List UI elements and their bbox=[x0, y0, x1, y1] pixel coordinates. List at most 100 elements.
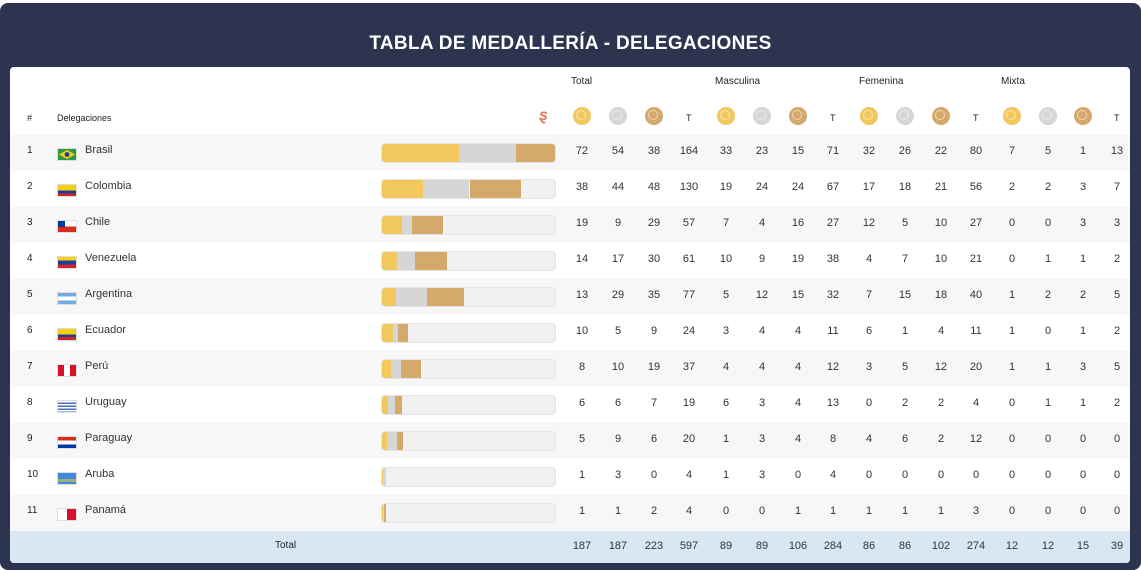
masculina-silver-cell: 0 bbox=[758, 505, 766, 517]
total-gold-cell: 1 bbox=[578, 469, 586, 481]
masculina-gold-cell: 4 bbox=[722, 361, 730, 373]
femenina-total-header: T bbox=[973, 113, 979, 123]
medal-table: Total Masculina Femenina Mixta # Delegac… bbox=[10, 67, 1130, 563]
bar-segment-gold bbox=[382, 252, 397, 270]
total-gold-cell: 38 bbox=[575, 181, 589, 193]
mixta-gold-cell: 1 bbox=[1008, 361, 1016, 373]
masculina-gold-cell: 5 bbox=[722, 289, 730, 301]
total-total-header: T bbox=[686, 113, 692, 123]
bar-segment-bronze bbox=[398, 324, 408, 342]
total-silver-cell: 44 bbox=[611, 181, 625, 193]
total-gold-cell: 13 bbox=[575, 289, 589, 301]
bar-segment-silver bbox=[402, 216, 412, 234]
silver-medal-icon bbox=[1039, 107, 1057, 125]
total-bronze-cell: 35 bbox=[647, 289, 661, 301]
femenina-silver-cell: 26 bbox=[898, 145, 912, 157]
sport-logo-icon: ȿ bbox=[539, 107, 548, 124]
group-header-masculina: Masculina bbox=[715, 76, 761, 87]
mixta-bronze-cell: 0 bbox=[1079, 505, 1087, 517]
masculina-total-cell: 67 bbox=[826, 181, 840, 193]
delegation-name[interactable]: Aruba bbox=[85, 468, 115, 480]
masculina-silver-cell: 24 bbox=[755, 181, 769, 193]
group-header-total: Total bbox=[571, 76, 593, 87]
totals-cell: 187 bbox=[572, 540, 592, 552]
total-bronze-cell: 19 bbox=[647, 361, 661, 373]
femenina-bronze-cell: 10 bbox=[934, 217, 948, 229]
gold-medal-icon bbox=[860, 107, 878, 125]
masculina-gold-cell: 3 bbox=[722, 325, 730, 337]
mixta-silver-cell: 1 bbox=[1044, 253, 1052, 265]
femenina-silver-cell: 15 bbox=[898, 289, 912, 301]
total-bronze-cell: 38 bbox=[647, 145, 661, 157]
totals-cell: 39 bbox=[1110, 540, 1124, 552]
bar-segment-gold bbox=[382, 432, 388, 450]
total-bronze-cell: 2 bbox=[650, 505, 658, 517]
masculina-silver-cell: 4 bbox=[758, 325, 766, 337]
delegation-name[interactable]: Brasil bbox=[85, 144, 113, 156]
totals-cell: 187 bbox=[608, 540, 628, 552]
bar-segment-gold bbox=[382, 396, 389, 414]
medal-distribution-bar bbox=[381, 359, 556, 379]
total-silver-cell: 5 bbox=[614, 325, 622, 337]
medal-distribution-bar bbox=[381, 395, 556, 415]
rank-cell: 2 bbox=[27, 181, 33, 192]
mixta-silver-cell: 2 bbox=[1044, 289, 1052, 301]
total-bronze-cell: 30 bbox=[647, 253, 661, 265]
panama-flag-icon bbox=[57, 508, 77, 521]
delegation-name[interactable]: Perú bbox=[85, 360, 109, 372]
chile-flag-icon bbox=[57, 220, 77, 233]
total-gold-cell: 1 bbox=[578, 505, 586, 517]
bar-segment-bronze bbox=[415, 252, 448, 270]
masculina-bronze-cell: 4 bbox=[794, 325, 802, 337]
mixta-silver-cell: 0 bbox=[1044, 325, 1052, 337]
total-total-cell: 4 bbox=[685, 469, 693, 481]
delegation-name[interactable]: Venezuela bbox=[85, 252, 137, 264]
colombia-flag-icon bbox=[57, 184, 77, 197]
mixta-gold-cell: 1 bbox=[1008, 325, 1016, 337]
femenina-bronze-cell: 18 bbox=[934, 289, 948, 301]
group-header-mixta: Mixta bbox=[1001, 76, 1025, 87]
bar-segment-silver bbox=[422, 180, 470, 198]
mixta-total-cell: 0 bbox=[1113, 433, 1121, 445]
mixta-silver-cell: 1 bbox=[1044, 397, 1052, 409]
total-gold-cell: 19 bbox=[575, 217, 589, 229]
delegation-name[interactable]: Chile bbox=[85, 216, 111, 228]
medal-distribution-bar bbox=[381, 251, 556, 271]
bronze-medal-icon bbox=[789, 107, 807, 125]
delegation-name[interactable]: Uruguay bbox=[85, 396, 127, 408]
delegation-name[interactable]: Panamá bbox=[85, 504, 126, 516]
masculina-silver-cell: 12 bbox=[755, 289, 769, 301]
delegation-name[interactable]: Argentina bbox=[85, 288, 133, 300]
totals-cell: 102 bbox=[931, 540, 951, 552]
bar-segment-silver bbox=[390, 360, 402, 378]
medal-distribution-bar bbox=[381, 287, 556, 307]
mixta-bronze-cell: 0 bbox=[1079, 469, 1087, 481]
femenina-total-cell: 11 bbox=[970, 325, 982, 337]
delegation-name[interactable]: Paraguay bbox=[85, 432, 133, 444]
bar-segment-silver bbox=[395, 288, 427, 306]
venezuela-flag-icon bbox=[57, 256, 77, 269]
masculina-bronze-cell: 19 bbox=[791, 253, 805, 265]
uruguay-flag-icon bbox=[57, 400, 77, 413]
delegation-name[interactable]: Colombia bbox=[85, 180, 132, 192]
mixta-total-header: T bbox=[1114, 113, 1120, 123]
totals-cell: 274 bbox=[966, 540, 986, 552]
mixta-total-cell: 5 bbox=[1113, 289, 1121, 301]
rank-cell: 3 bbox=[27, 217, 33, 228]
femenina-bronze-cell: 1 bbox=[937, 505, 945, 517]
total-total-cell: 24 bbox=[682, 325, 696, 337]
femenina-silver-cell: 18 bbox=[898, 181, 912, 193]
masculina-total-cell: 27 bbox=[826, 217, 840, 229]
masculina-bronze-cell: 15 bbox=[791, 289, 805, 301]
mixta-gold-cell: 2 bbox=[1008, 181, 1016, 193]
bar-segment-silver bbox=[396, 252, 416, 270]
total-total-cell: 61 bbox=[682, 253, 696, 265]
medal-distribution-bar bbox=[381, 323, 556, 343]
masculina-gold-cell: 6 bbox=[722, 397, 730, 409]
mixta-gold-cell: 7 bbox=[1008, 145, 1016, 157]
total-gold-cell: 8 bbox=[578, 361, 586, 373]
mixta-total-cell: 2 bbox=[1113, 397, 1121, 409]
delegation-name[interactable]: Ecuador bbox=[85, 324, 126, 336]
bar-segment-gold bbox=[382, 144, 459, 162]
medal-distribution-bar bbox=[381, 179, 556, 199]
